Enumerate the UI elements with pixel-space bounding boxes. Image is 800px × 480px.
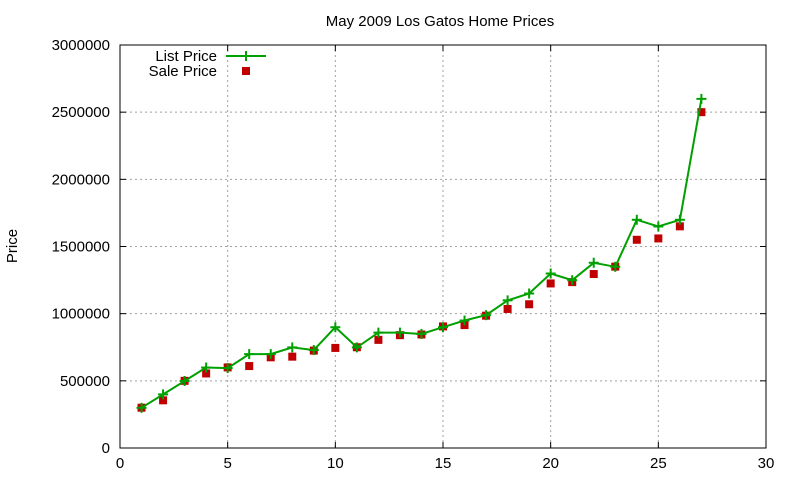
x-tick-label: 10 [327,455,344,472]
list-price-point [394,327,405,338]
list-price-point [610,261,621,272]
sale-price-point [675,222,684,231]
legend-plus-marker [241,51,251,61]
list-price-point [244,349,255,360]
sale-price-point [546,279,555,288]
list-price-point [524,288,535,299]
list-price-point [674,214,685,225]
list-price-point [330,322,341,333]
sale-price-point [654,234,663,243]
y-tick-label: 3000000 [52,37,110,54]
list-price-point [201,362,212,373]
x-tick-label: 20 [542,455,559,472]
list-price-point [567,275,578,286]
y-tick-label: 1500000 [52,239,110,256]
y-axis-label: Price [4,229,21,263]
sale-price-point [697,108,706,117]
sale-price-point [331,343,340,352]
list-price-point [158,389,169,400]
y-tick-label: 0 [102,440,110,457]
x-tick-label: 5 [223,455,231,472]
y-tick-label: 2000000 [52,171,110,188]
sale-price-point [632,235,641,244]
legend-label-sale-price: Sale Price [149,63,217,80]
sale-price-point [589,270,598,279]
sale-price-point [202,369,211,378]
list-price-point [502,295,513,306]
list-price-point [438,322,448,333]
grid [120,45,766,448]
list-price-point [653,221,664,232]
list-price-line [140,98,703,409]
list-price-point [588,257,599,268]
sale-price-point [159,396,168,405]
y-tick-label: 500000 [60,373,110,390]
y-tick-label: 1000000 [52,306,110,323]
list-price-point [481,310,492,321]
list-price-point [179,375,190,386]
list-price-point [265,349,276,360]
chart-title: May 2009 Los Gatos Home Prices [326,13,554,30]
list-price-point [308,345,319,356]
ticks: 0 5 10 15 20 25 30 0 500000 1000000 1500000 2000000… [52,37,775,472]
legend-marker-sale-price [242,67,250,75]
x-tick-label: 15 [435,455,452,472]
legend-marker-list-price [241,51,251,61]
sale-price-point [245,362,254,371]
x-tick-label: 25 [650,455,667,472]
y-tick-label: 2500000 [52,104,110,121]
list-price-point [416,328,427,339]
list-price-point [136,402,147,413]
list-price-point [287,342,298,353]
series [136,93,707,413]
sale-price-point [288,352,297,361]
legend-square-marker [242,67,250,75]
list-price-point [631,214,642,225]
x-tick-label: 0 [116,455,124,472]
legend: List Price Sale Price [149,48,266,80]
list-price-point [373,327,384,338]
sale-price-point [525,300,534,309]
legend-label-list-price: List Price [155,48,217,65]
list-price-point [459,315,470,326]
list-price-point [222,363,233,374]
list-price-point [696,93,707,104]
sale-price-point [374,335,383,344]
x-tick-label: 30 [758,455,775,472]
list-price-point [351,342,362,353]
sale-price-point [503,304,512,313]
list-price-point [545,268,556,279]
